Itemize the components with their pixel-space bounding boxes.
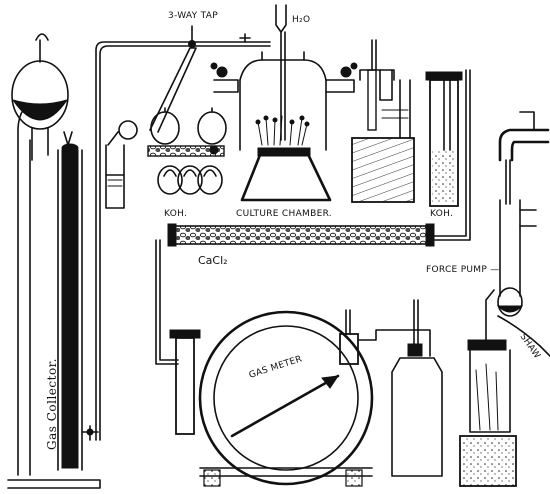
koh-right-label: KOH. [430, 209, 453, 219]
water-inlet [275, 4, 287, 141]
side-tube-label: SHAW [518, 332, 542, 361]
culture-chamber-label: CULTURE CHAMBER. [236, 209, 332, 219]
gas-meter-label: GAS METER [248, 354, 304, 381]
gas-meter [169, 309, 431, 487]
koh-absorber-right [425, 71, 463, 207]
bottle-right [459, 339, 517, 487]
h2o-label: H₂O [292, 15, 310, 25]
gas-collector [7, 33, 101, 489]
koh-left-label: KOH. [164, 209, 187, 219]
piping [95, 41, 471, 441]
cacl2-tube [167, 223, 435, 247]
force-pump-label: FORCE PUMP — [426, 265, 500, 275]
three-way-tap [149, 25, 251, 133]
culture-chamber [210, 51, 358, 202]
three-way-tap-label: 3-WAY TAP [168, 11, 218, 21]
force-pump [485, 111, 550, 357]
koh-absorber-left [105, 107, 227, 209]
wood-jar [351, 39, 415, 203]
gas-collector-label: Gas Collector. [45, 358, 59, 450]
bottle-middle [391, 299, 443, 477]
cacl2-label: CaCl₂ [198, 254, 228, 267]
